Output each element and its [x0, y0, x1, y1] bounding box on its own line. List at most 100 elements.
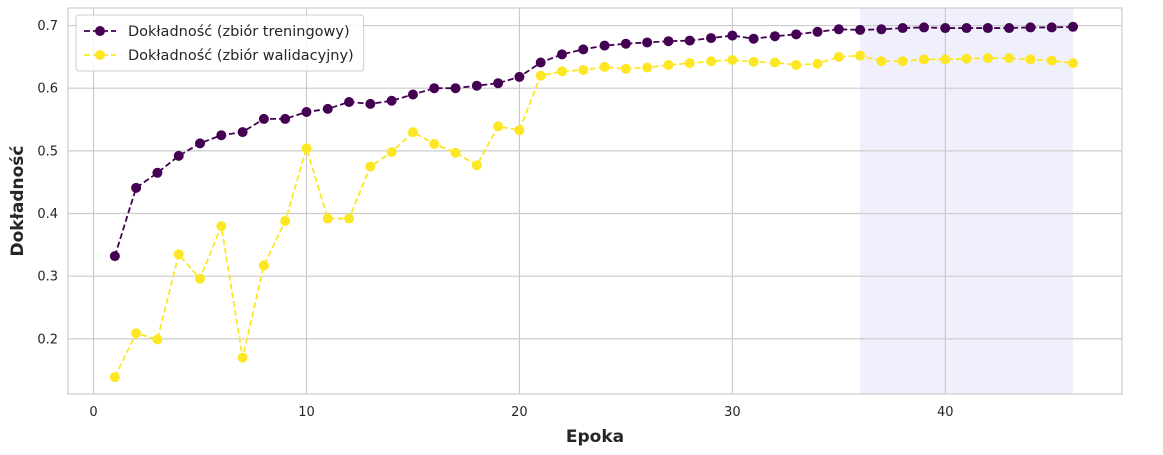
data-point	[663, 60, 674, 71]
data-point	[173, 150, 184, 161]
y-tick-label: 0.3	[37, 270, 58, 285]
plot-frame	[67, 7, 1123, 395]
legend-box	[75, 14, 365, 72]
data-point	[471, 80, 482, 91]
data-point	[258, 260, 269, 271]
data-point	[727, 55, 738, 66]
data-point	[855, 50, 866, 61]
series-1	[109, 21, 1079, 262]
ticks-layer: 0 10 20 30 40 0.2 0.3 0.4 0.5 0.6 0.7	[37, 19, 953, 420]
series-2	[109, 50, 1079, 383]
legend-label: Dokładność (zbiór treningowy)	[128, 24, 350, 40]
data-point	[599, 40, 610, 51]
data-point	[918, 54, 929, 65]
data-point	[535, 57, 546, 68]
data-point	[514, 125, 525, 136]
y-axis-label: Dokładność	[8, 145, 28, 256]
data-point	[1025, 54, 1036, 65]
data-point	[642, 62, 653, 73]
data-point	[471, 160, 482, 171]
legend-marker	[95, 26, 105, 36]
y-tick-label: 0.2	[37, 332, 58, 347]
data-point	[514, 71, 525, 82]
data-point	[131, 328, 142, 339]
data-point	[791, 29, 802, 40]
data-point	[642, 37, 653, 48]
data-point	[109, 251, 120, 262]
data-point	[493, 121, 504, 132]
data-point	[280, 113, 291, 124]
x-tick-label: 40	[937, 405, 954, 420]
data-point	[450, 147, 461, 158]
legend: Dokładność (zbiór treningowy) Dokładność …	[75, 14, 365, 72]
data-point	[684, 58, 695, 69]
data-point	[1046, 55, 1057, 66]
data-point	[152, 334, 163, 345]
data-point	[833, 24, 844, 35]
data-point	[1068, 58, 1079, 69]
x-tick-label: 20	[511, 405, 528, 420]
data-point	[1046, 22, 1057, 33]
data-point	[344, 213, 355, 224]
data-point	[1068, 21, 1079, 32]
y-tick-label: 0.4	[37, 207, 58, 222]
data-point	[1025, 22, 1036, 33]
data-point	[897, 23, 908, 34]
data-point	[195, 138, 206, 149]
data-point	[748, 33, 759, 44]
x-tick-label: 0	[89, 405, 97, 420]
data-point	[812, 26, 823, 37]
highlight-span-layer	[860, 8, 1074, 394]
data-point	[940, 23, 951, 34]
legend-marker	[95, 50, 105, 60]
data-point	[748, 56, 759, 67]
data-point	[131, 182, 142, 193]
data-point	[237, 127, 248, 138]
data-point	[535, 70, 546, 81]
data-point	[961, 53, 972, 64]
data-point	[258, 113, 269, 124]
data-point	[301, 143, 312, 154]
highlight-span	[860, 8, 1074, 394]
data-point	[663, 36, 674, 47]
data-point	[1004, 53, 1015, 64]
data-point	[684, 35, 695, 46]
data-point	[407, 89, 418, 100]
data-point	[578, 44, 589, 55]
data-point	[429, 83, 440, 94]
data-point	[769, 57, 780, 68]
data-point	[386, 147, 397, 158]
data-point	[429, 138, 440, 149]
data-point	[280, 216, 291, 227]
data-point	[855, 24, 866, 35]
data-point	[195, 273, 206, 284]
data-point	[493, 78, 504, 89]
data-point	[982, 23, 993, 34]
data-point	[918, 22, 929, 33]
data-point	[706, 33, 717, 44]
data-point	[365, 98, 376, 109]
data-point	[940, 54, 951, 65]
data-point	[216, 221, 227, 232]
data-point	[876, 24, 887, 35]
data-point	[833, 51, 844, 62]
y-tick-label: 0.6	[37, 82, 58, 97]
y-tick-label: 0.5	[37, 144, 58, 159]
x-tick-label: 30	[724, 405, 741, 420]
data-point	[982, 53, 993, 64]
data-point	[365, 161, 376, 172]
data-point	[216, 130, 227, 141]
series-layer	[109, 21, 1079, 383]
data-point	[301, 107, 312, 118]
data-point	[556, 66, 567, 77]
data-point	[322, 103, 333, 114]
data-point	[1004, 23, 1015, 34]
data-point	[322, 213, 333, 224]
data-point	[876, 56, 887, 67]
data-point	[791, 60, 802, 71]
series-line	[113, 25, 1074, 257]
data-point	[556, 49, 567, 60]
data-point	[578, 65, 589, 76]
data-point	[407, 127, 418, 138]
